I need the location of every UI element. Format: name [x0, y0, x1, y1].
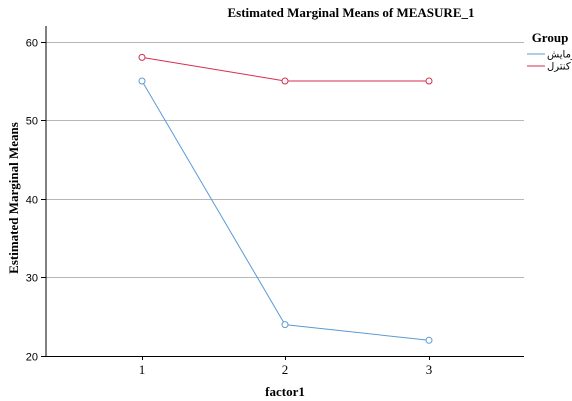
legend-label: کنترل	[547, 62, 571, 73]
x-tick-label: 2	[282, 362, 289, 377]
data-point-marker	[138, 77, 146, 85]
series-line-2	[141, 56, 429, 82]
y-tick-label: 60	[26, 38, 38, 50]
x-tick-label: 1	[139, 362, 146, 377]
data-point-marker	[425, 336, 433, 344]
y-tick-label: 40	[26, 195, 38, 207]
chart-title: Estimated Marginal Means of MEASURE_1	[228, 5, 475, 20]
legend-items: زمایشکنترل	[527, 50, 572, 73]
series-line-1	[141, 80, 430, 341]
y-tick-label: 20	[26, 352, 38, 364]
legend-label: زمایش	[547, 50, 572, 61]
data-point-marker	[138, 53, 146, 61]
y-tick-label: 30	[26, 273, 38, 285]
legend-title: Group	[532, 30, 569, 45]
y-axis-title: Estimated Marginal Means	[6, 122, 21, 274]
axes	[45, 26, 524, 357]
series-lines	[138, 53, 433, 344]
x-tick-labels: 1 2 3	[139, 356, 433, 377]
x-axis-title: factor1	[265, 384, 305, 399]
data-point-marker	[281, 77, 289, 85]
data-point-marker	[425, 77, 433, 85]
y-tick-label: 50	[26, 116, 38, 128]
data-point-marker	[281, 321, 289, 329]
y-tick-labels: 20 30 40 50 60	[26, 38, 38, 364]
legend: Group زمایشکنترل	[527, 30, 572, 73]
gridlines	[41, 42, 524, 357]
x-tick-label: 3	[426, 362, 433, 377]
